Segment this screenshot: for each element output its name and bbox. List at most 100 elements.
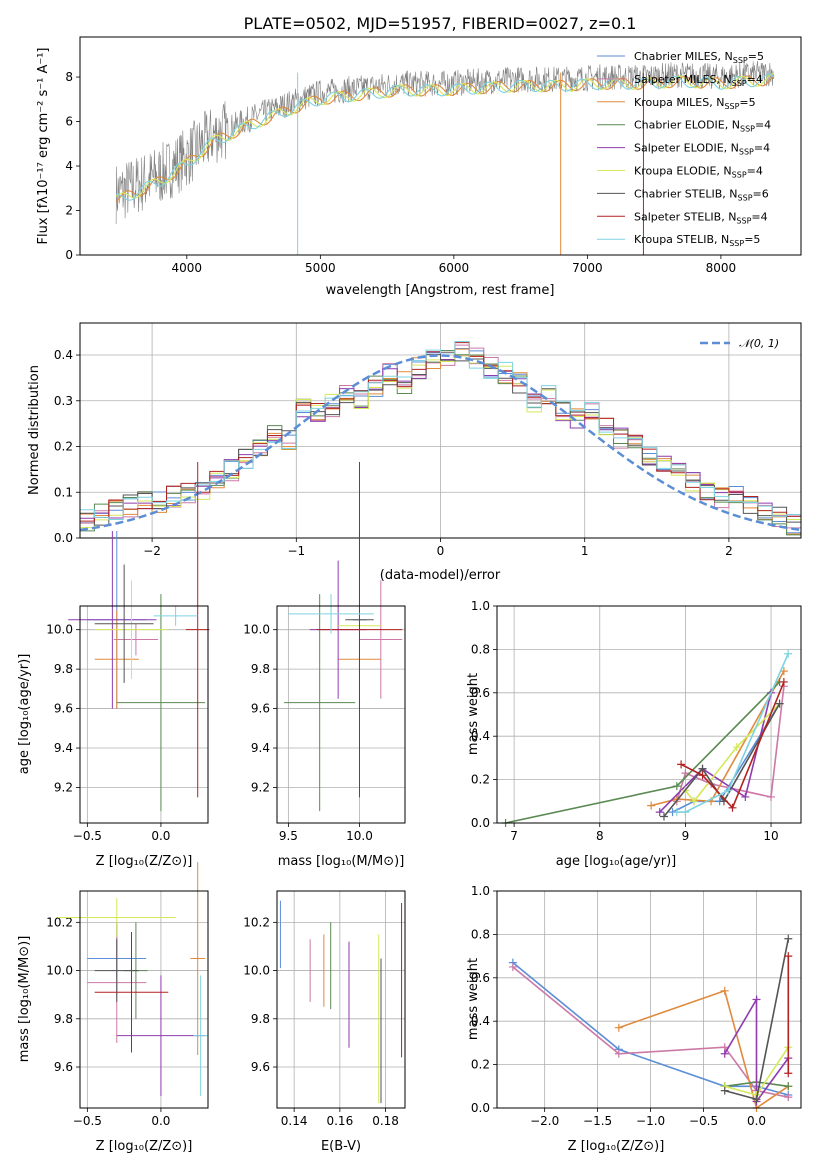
x-tick-label: 6000 <box>439 261 470 275</box>
y-tick-label: 0.0 <box>54 531 73 545</box>
mass-vs-z-ylabel: mass [log₁₀(M/M⊙)] <box>17 936 32 1063</box>
legend-subscript: SSP <box>739 148 754 157</box>
model-spectrum <box>116 73 775 201</box>
weight-point <box>752 995 761 1004</box>
y-tick-label: 9.8 <box>251 1012 270 1026</box>
legend-label: 𝒩(0, 1) <box>739 337 779 350</box>
weight-point <box>752 1095 761 1104</box>
legend-value: =4 <box>747 73 763 86</box>
x-tick-label: −1.5 <box>583 1114 612 1128</box>
y-tick-label: 0.2 <box>471 773 490 787</box>
y-tick-label: 9.8 <box>54 1012 73 1026</box>
spectrum-xlabel: wavelength [Angstrom, rest frame] <box>326 283 555 298</box>
y-tick-label: 0.2 <box>471 1058 490 1072</box>
weight-point <box>508 962 517 971</box>
x-tick-label: 1 <box>581 544 589 558</box>
axes-frame <box>276 890 406 1109</box>
weight-vs-age-ylabel: mass weight <box>466 673 481 755</box>
legend-label: Chabrier ELODIE, NSSP=4 <box>634 119 771 134</box>
y-tick-label: 2 <box>65 204 73 218</box>
histogram-series <box>79 340 802 538</box>
spectrum-title: PLATE=0502, MJD=51957, FIBERID=0027, z=0… <box>244 14 637 33</box>
weight-point <box>724 786 733 795</box>
weight-point <box>741 792 750 801</box>
x-tick-label: −2 <box>143 544 161 558</box>
x-tick-label: 8 <box>596 829 604 843</box>
weight-series <box>676 653 789 813</box>
legend-value: =5 <box>739 96 755 109</box>
x-tick-label: 0.0 <box>747 1114 766 1128</box>
legend-value: =5 <box>744 233 760 246</box>
y-tick-label: 10.2 <box>243 915 270 929</box>
x-tick-label: −1 <box>287 544 305 558</box>
legend-subscript: SSP <box>724 102 739 111</box>
legend-label: Chabrier STELIB, NSSP=6 <box>634 187 769 202</box>
histogram-panel: −2 −1 0 1 2 0.0 0.1 0.2 0.3 0.4 𝒩(0, 1) <box>54 322 802 558</box>
x-tick-label: 8000 <box>706 261 737 275</box>
age-vs-mass-xlabel: mass [log₁₀(M/M⊙)] <box>278 854 405 869</box>
weight-point <box>784 934 793 943</box>
weight-vs-z-ylabel: mass weight <box>466 958 481 1040</box>
weight-series <box>663 703 781 818</box>
weight-point <box>720 1049 729 1058</box>
legend-label: Kroupa STELIB, NSSP=5 <box>634 233 760 248</box>
y-tick-label: 8 <box>65 70 73 84</box>
x-tick-label: 0 <box>437 544 445 558</box>
y-tick-label: 4 <box>65 159 73 173</box>
weight-point <box>720 1086 729 1095</box>
y-tick-label: 0.6 <box>471 971 490 985</box>
axes-frame <box>79 322 802 539</box>
y-tick-label: 0.3 <box>54 394 73 408</box>
weight-point <box>672 808 681 817</box>
weight-series <box>684 703 781 803</box>
x-tick-label: 0.0 <box>151 1114 170 1128</box>
histogram-ylabel: Normed distribution <box>27 365 42 495</box>
weight-series <box>724 996 789 1104</box>
x-tick-label: 10 <box>763 829 778 843</box>
y-tick-label: 9.8 <box>54 662 73 676</box>
y-tick-label: 9.6 <box>251 1060 270 1074</box>
legend-value: =6 <box>753 187 769 200</box>
x-tick-label: 0.18 <box>372 1114 399 1128</box>
x-tick-label: 9.5 <box>279 829 298 843</box>
y-tick-label: 9.8 <box>251 662 270 676</box>
legend-label: Chabrier MILES, NSSP=5 <box>634 50 764 65</box>
legend-subscript: SSP <box>729 239 744 248</box>
y-tick-label: 9.4 <box>251 741 270 755</box>
y-tick-label: 0.4 <box>471 1014 490 1028</box>
y-tick-label: 0.0 <box>471 1101 490 1115</box>
weight-vs-z-xlabel: Z [log₁₀(Z/Z⊙)] <box>568 1139 665 1154</box>
x-tick-label: 2 <box>725 544 733 558</box>
weight-point <box>614 1049 623 1058</box>
weight-point <box>681 808 690 817</box>
y-tick-label: 0 <box>65 248 73 262</box>
weight-point <box>784 952 793 961</box>
x-tick-label: 0.16 <box>326 1114 353 1128</box>
x-tick-label: 0.14 <box>281 1114 308 1128</box>
x-tick-label: −0.5 <box>73 1114 102 1128</box>
x-tick-label: 10.0 <box>346 829 373 843</box>
x-tick-label: −0.5 <box>689 1114 718 1128</box>
weight-point <box>672 782 681 791</box>
axes-frame <box>79 605 209 824</box>
x-tick-label: −0.5 <box>73 829 102 843</box>
y-tick-label: 10.0 <box>243 623 270 637</box>
mass-vs-z-panel: −0.5 0.0 9.6 9.8 10.0 10.2 <box>46 862 209 1128</box>
weight-point <box>775 699 784 708</box>
weight-point <box>655 808 664 817</box>
histogram-xlabel: (data-model)/error <box>380 568 501 583</box>
y-tick-label: 0.4 <box>471 729 490 743</box>
weight-point <box>689 797 698 806</box>
x-tick-label: 7000 <box>572 261 603 275</box>
weight-point <box>767 792 776 801</box>
legend-value: =4 <box>747 165 763 178</box>
y-tick-label: 0.0 <box>471 816 490 830</box>
spectrum-panel: 4000 5000 6000 7000 8000 0 2 4 6 8 Chabrier MILES,… <box>65 36 802 275</box>
x-tick-label: 4000 <box>172 261 203 275</box>
weight-vs-age-panel: 7 8 9 10 0.0 0.2 0.4 0.6 0.8 1.0 <box>471 599 802 843</box>
legend-label: Salpeter MILES, NSSP=4 <box>634 73 763 88</box>
observed-spectrum <box>115 60 775 224</box>
y-tick-label: 10.0 <box>46 623 73 637</box>
weight-point <box>677 760 686 769</box>
y-tick-label: 0.8 <box>471 927 490 941</box>
